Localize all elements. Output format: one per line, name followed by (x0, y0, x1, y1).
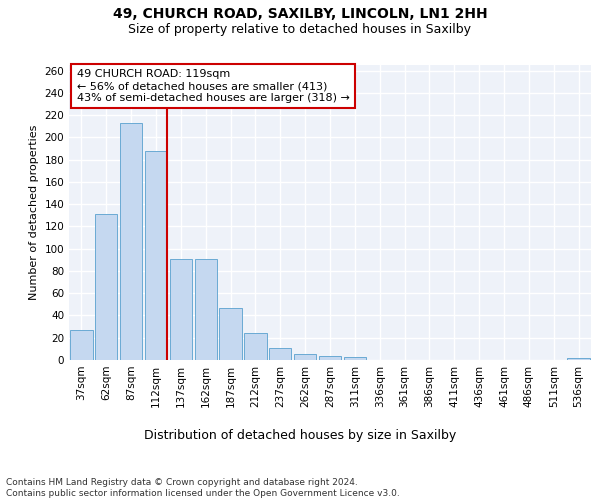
Bar (319, 356, 341, 360)
Bar (95, 214, 118, 360)
Bar (170, 258, 192, 360)
Bar (568, 358, 590, 360)
Bar (70, 330, 92, 360)
Text: 49, CHURCH ROAD, SAXILBY, LINCOLN, LN1 2HH: 49, CHURCH ROAD, SAXILBY, LINCOLN, LN1 2… (113, 8, 487, 22)
Bar (145, 150, 167, 360)
Bar (220, 308, 242, 360)
Text: Contains HM Land Registry data © Crown copyright and database right 2024.
Contai: Contains HM Land Registry data © Crown c… (6, 478, 400, 498)
Y-axis label: Number of detached properties: Number of detached properties (29, 125, 39, 300)
Text: 49 CHURCH ROAD: 119sqm
← 56% of detached houses are smaller (413)
43% of semi-de: 49 CHURCH ROAD: 119sqm ← 56% of detached… (77, 70, 350, 102)
Text: Distribution of detached houses by size in Saxilby: Distribution of detached houses by size … (144, 430, 456, 442)
Bar (120, 123, 142, 360)
Text: Size of property relative to detached houses in Saxilby: Size of property relative to detached ho… (128, 22, 472, 36)
Bar (244, 334, 266, 360)
Bar (294, 354, 316, 360)
Bar (269, 348, 292, 360)
Bar (194, 258, 217, 360)
Bar (344, 356, 366, 360)
